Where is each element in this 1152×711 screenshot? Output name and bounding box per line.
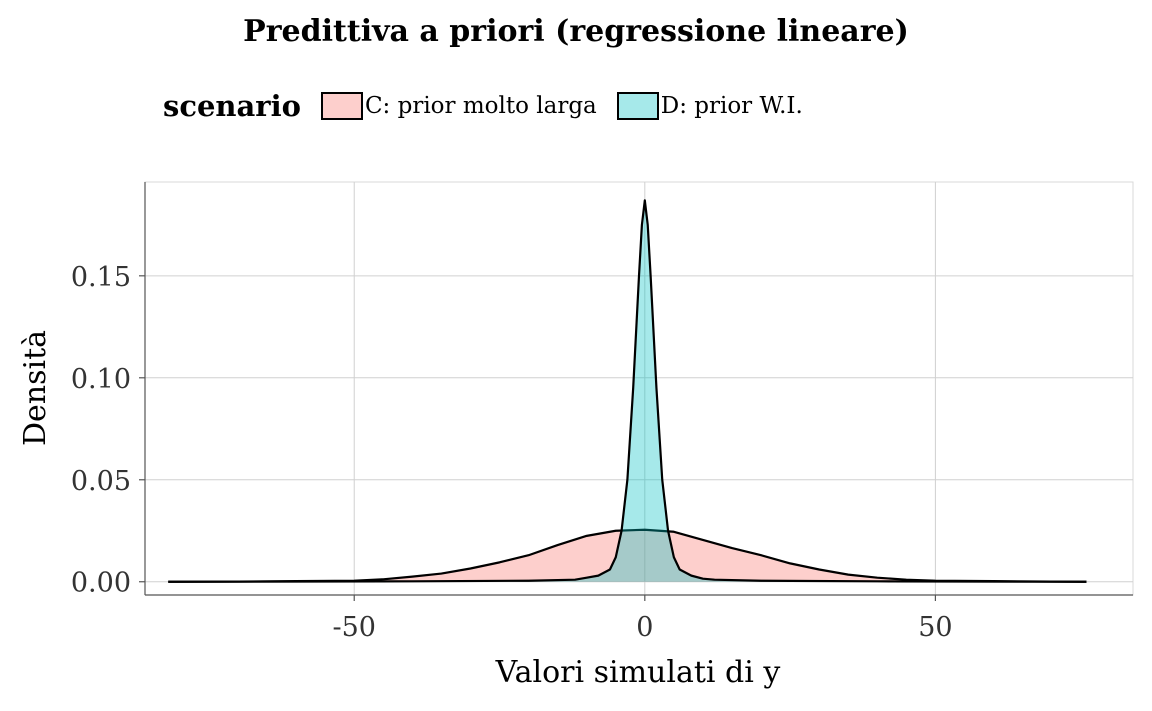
y-tick-label-3: 0.15 — [71, 262, 131, 293]
series-layer — [168, 199, 1087, 583]
y-tick-label-2: 0.10 — [71, 364, 131, 395]
y-tick-label-1: 0.05 — [71, 466, 131, 497]
series-area-0 — [168, 529, 1087, 582]
legend-label-d: D: prior W.I. — [660, 93, 803, 119]
y-tick-label-0: 0.00 — [71, 568, 131, 599]
legend-item-d: D: prior W.I. — [616, 92, 803, 120]
legend-key-d — [616, 92, 659, 120]
series-line-1 — [168, 199, 1087, 583]
legend-item-c: C: prior molto larga — [320, 92, 597, 120]
y-axis-title: Densità — [18, 330, 53, 446]
legend: scenario C: prior molto larga D: prior W… — [163, 86, 823, 126]
x-tick-label-0: -50 — [332, 612, 375, 643]
x-axis-title: Valori simulati di y — [495, 655, 781, 690]
x-tick-label-1: 0 — [636, 612, 653, 643]
x-tick-label-2: 50 — [918, 612, 952, 643]
axes: -50 0 50 0.00 0.05 0.10 0.15 — [71, 182, 1133, 643]
chart-title: Predittiva a priori (regressione lineare… — [243, 14, 909, 49]
legend-label-c: C: prior molto larga — [364, 93, 597, 119]
legend-title: scenario — [163, 89, 301, 123]
series-area-1 — [168, 200, 1087, 582]
series-line-0 — [168, 528, 1087, 583]
legend-key-c — [320, 92, 363, 120]
